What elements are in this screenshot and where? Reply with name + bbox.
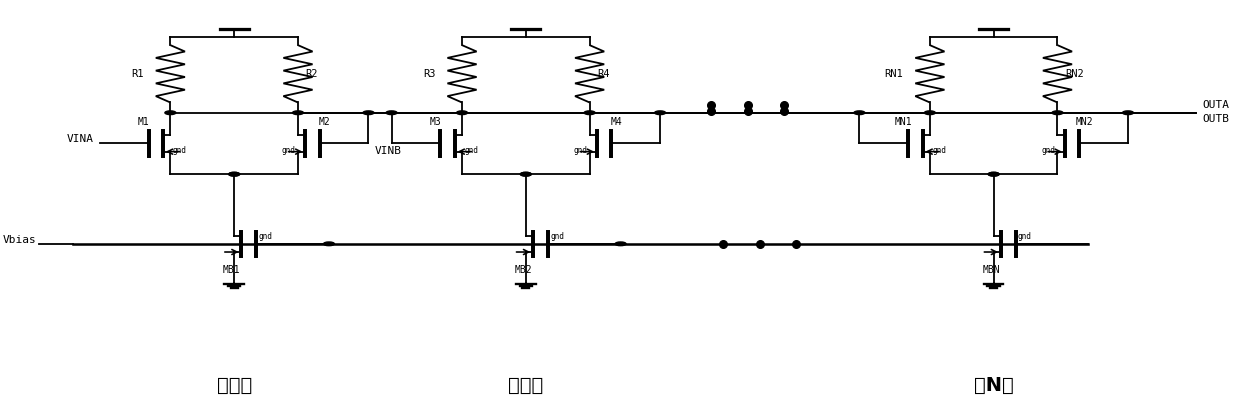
Circle shape bbox=[521, 172, 531, 176]
Text: gnd: gnd bbox=[932, 145, 946, 155]
Text: RN2: RN2 bbox=[1065, 69, 1084, 79]
Circle shape bbox=[324, 242, 335, 246]
Text: 第N级: 第N级 bbox=[973, 376, 1013, 395]
Text: M4: M4 bbox=[610, 117, 622, 127]
Text: R3: R3 bbox=[423, 69, 435, 79]
Circle shape bbox=[228, 172, 239, 176]
Circle shape bbox=[456, 111, 467, 115]
Text: MN2: MN2 bbox=[1075, 117, 1092, 127]
Circle shape bbox=[615, 242, 626, 246]
Text: R1: R1 bbox=[131, 69, 144, 79]
Text: VINA: VINA bbox=[67, 134, 94, 144]
Text: gnd: gnd bbox=[1018, 232, 1032, 241]
Text: Vbias: Vbias bbox=[2, 235, 37, 245]
Text: M3: M3 bbox=[429, 117, 441, 127]
Text: gnd: gnd bbox=[1042, 145, 1055, 155]
Text: R2: R2 bbox=[305, 69, 317, 79]
Text: RN1: RN1 bbox=[884, 69, 903, 79]
Circle shape bbox=[1052, 111, 1063, 115]
Circle shape bbox=[1122, 111, 1133, 115]
Text: MBN: MBN bbox=[982, 265, 999, 275]
Circle shape bbox=[924, 111, 935, 115]
Text: gnd: gnd bbox=[172, 145, 187, 155]
Text: OUTB: OUTB bbox=[1202, 114, 1229, 124]
Circle shape bbox=[988, 172, 999, 176]
Circle shape bbox=[584, 111, 595, 115]
Text: 第一级: 第一级 bbox=[217, 376, 252, 395]
Text: OUTA: OUTA bbox=[1202, 100, 1229, 110]
Text: MB1: MB1 bbox=[223, 265, 241, 275]
Circle shape bbox=[988, 172, 999, 176]
Circle shape bbox=[655, 111, 666, 115]
Circle shape bbox=[363, 111, 374, 115]
Circle shape bbox=[293, 111, 304, 115]
Text: 第二级: 第二级 bbox=[508, 376, 543, 395]
Text: M2: M2 bbox=[319, 117, 331, 127]
Text: R4: R4 bbox=[596, 69, 609, 79]
Text: gnd: gnd bbox=[573, 145, 588, 155]
Text: gnd: gnd bbox=[465, 145, 479, 155]
Circle shape bbox=[521, 172, 531, 176]
Circle shape bbox=[228, 172, 239, 176]
Text: VINB: VINB bbox=[374, 146, 402, 156]
Text: MB2: MB2 bbox=[515, 265, 532, 275]
Circle shape bbox=[854, 111, 864, 115]
Circle shape bbox=[165, 111, 176, 115]
Text: M1: M1 bbox=[138, 117, 150, 127]
Text: gnd: gnd bbox=[551, 232, 564, 241]
Text: MN1: MN1 bbox=[894, 117, 911, 127]
Text: gnd: gnd bbox=[258, 232, 273, 241]
Text: gnd: gnd bbox=[281, 145, 295, 155]
Circle shape bbox=[386, 111, 397, 115]
